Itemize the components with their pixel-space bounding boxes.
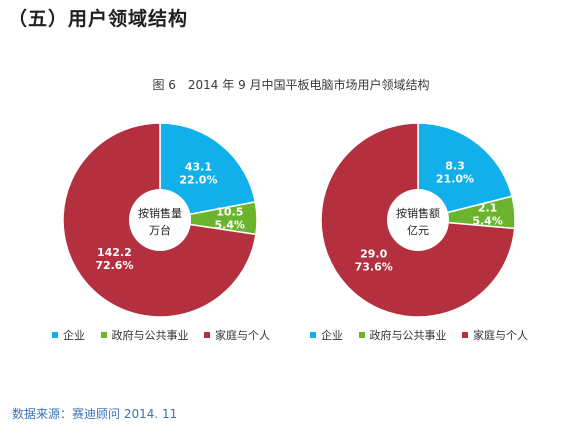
legend-item: 家庭与个人: [462, 327, 528, 343]
legend-item: 家庭与个人: [204, 327, 270, 343]
legend-swatch: [358, 332, 365, 338]
legend-swatch: [52, 332, 58, 338]
slice-value-label: 142.2: [97, 246, 132, 259]
legend-item: 政府与公共事业: [100, 327, 189, 343]
pie-center-hole: [129, 189, 191, 251]
pie-slice: [417, 122, 513, 221]
legend-label: 企业: [321, 329, 343, 342]
legend-label: 政府与公共事业: [369, 329, 447, 342]
slice-percent-label: 72.6%: [95, 259, 133, 272]
data-source: 数据来源：赛迪顾问 2014. 11: [12, 407, 178, 421]
slice-percent-label: 5.4%: [472, 214, 503, 227]
legend-label: 家庭与个人: [215, 329, 270, 342]
legend-item: 企业: [310, 327, 343, 343]
legend-swatch: [100, 332, 107, 338]
legend-item: 企业: [52, 327, 85, 343]
section-title: （五）用户领域结构: [8, 8, 189, 30]
legend-swatch: [204, 332, 210, 338]
pie-center-hole: [387, 189, 449, 251]
legend-label: 政府与公共事业: [111, 329, 189, 342]
legend-revenue: 企业 政府与公共事业 家庭与个人: [310, 327, 540, 343]
slice-value-label: 43.1: [185, 161, 212, 174]
slice-percent-label: 5.4%: [215, 219, 246, 232]
slice-value-label: 10.5: [216, 206, 243, 219]
center-unit-label: 亿元: [407, 224, 429, 237]
slice-value-label: 8.3: [445, 160, 465, 173]
chart-caption: 图 6 2014 年 9 月中国平板电脑市场用户领域结构: [152, 78, 430, 92]
legend-swatch: [310, 332, 316, 338]
legend-label: 家庭与个人: [473, 329, 528, 342]
slice-percent-label: 21.0%: [436, 173, 474, 186]
legend-volume: 企业 政府与公共事业 家庭与个人: [52, 327, 282, 343]
pie-slice: [159, 122, 257, 221]
legend-label: 企业: [63, 329, 85, 342]
slice-percent-label: 73.6%: [355, 261, 393, 274]
center-label: 按销售额: [396, 206, 440, 220]
legend-swatch: [462, 332, 468, 338]
slice-percent-label: 22.0%: [179, 174, 217, 187]
slice-value-label: 2.1: [478, 201, 498, 214]
legend-item: 政府与公共事业: [358, 327, 447, 343]
slice-value-label: 29.0: [360, 248, 387, 261]
center-label: 按销售量: [138, 206, 182, 220]
center-unit-label: 万台: [149, 223, 171, 237]
